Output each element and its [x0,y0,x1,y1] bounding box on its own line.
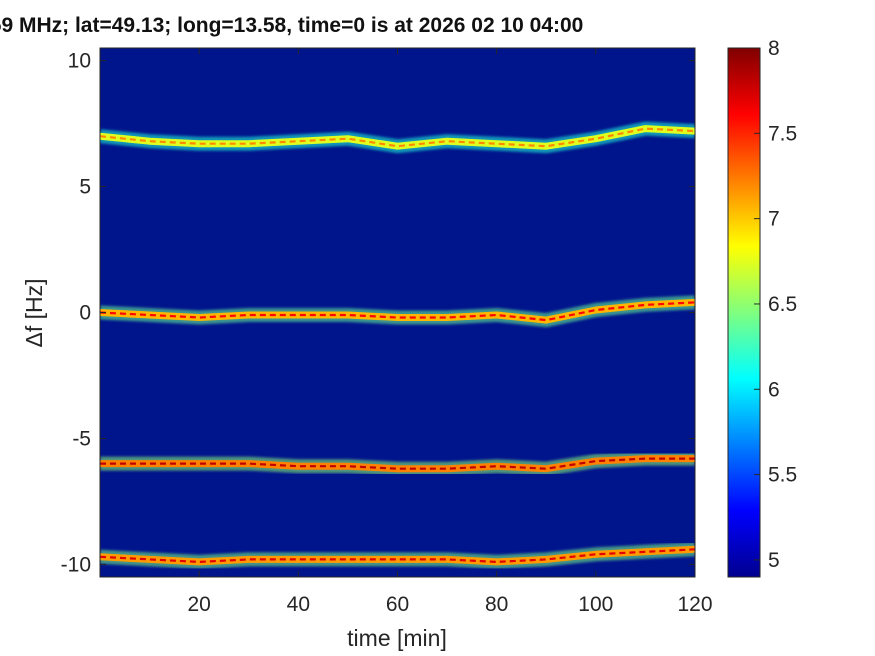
colorbar-tick-label: 8 [768,37,780,60]
x-tick-label: 20 [187,593,210,616]
colorbar-axis: 5 5.5 6 6.5 7 7.5 8 [754,37,797,572]
y-tick-label: 5 [79,176,91,199]
band-4-body [100,545,695,566]
x-tick-label: 60 [386,593,409,616]
colorbar-tick-label: 5 [768,549,780,572]
x-tick-label: 80 [485,593,508,616]
x-tick-label: 120 [677,593,712,616]
colorbar-tick-label: 7 [768,208,780,231]
colorbar-tick-label: 7.5 [768,122,797,145]
band-3-body [100,455,695,473]
x-axis-label: time [min] [347,625,447,651]
x-tick-label: 100 [578,593,613,616]
colorbar-tick-label: 5.5 [768,464,797,487]
y-axis: -10 -5 0 5 10 [61,50,695,576]
colorbar [727,47,761,578]
x-tick-label: 40 [287,593,310,616]
band-layer [100,121,695,569]
y-axis-label: Δf [Hz] [21,278,47,347]
x-axis: 20 40 60 80 100 120 [187,48,713,616]
y-tick-label: -5 [72,427,91,450]
band-2-body [100,298,695,324]
chart-title: =3.59 MHz; lat=49.13; long=13.58, time=0… [0,14,584,37]
colorbar-tick-label: 6.5 [768,293,797,316]
band-1-body [100,125,695,150]
y-tick-label: 0 [79,302,91,325]
colorbar-tick-label: 6 [768,378,780,401]
y-tick-label: 10 [68,50,91,73]
y-tick-label: -10 [61,553,91,576]
